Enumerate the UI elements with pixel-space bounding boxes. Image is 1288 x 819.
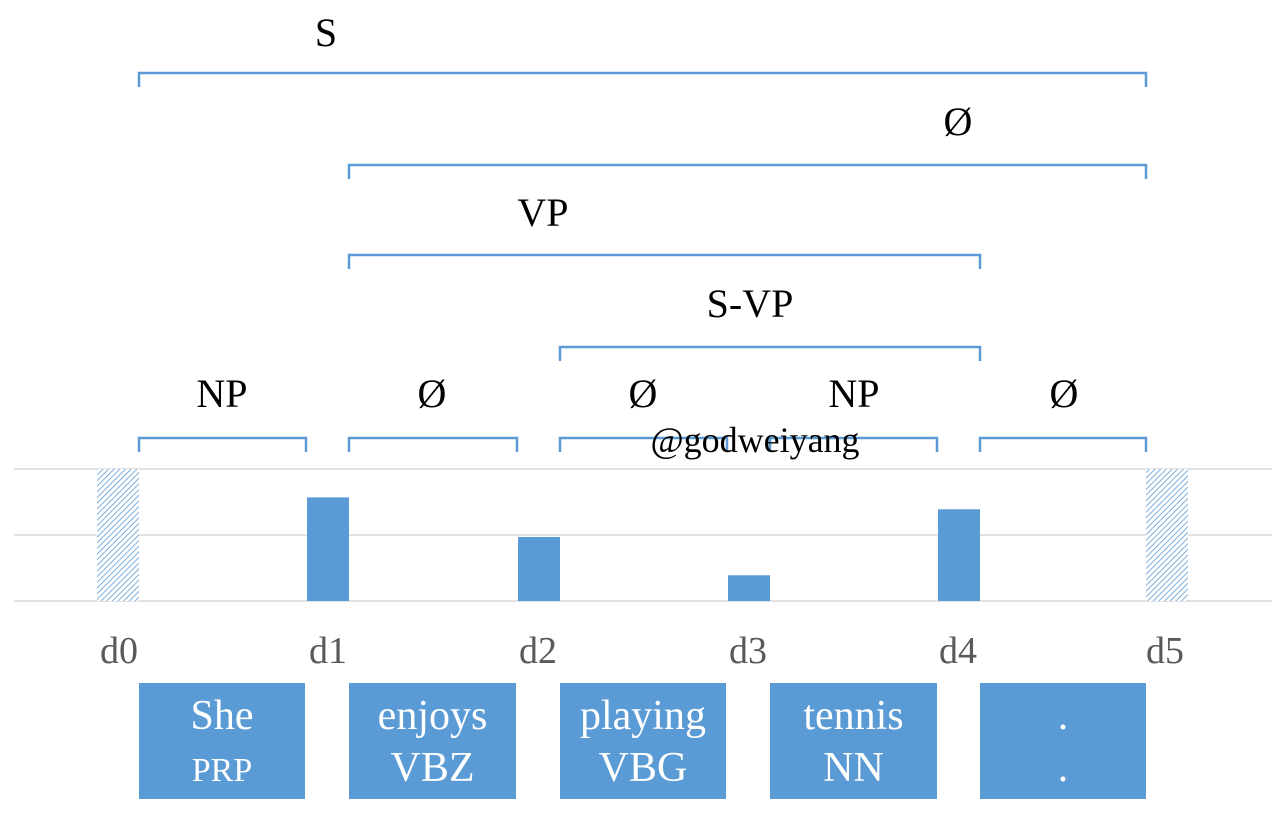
constituent-label: NP	[196, 371, 247, 416]
distance-bar-d3	[728, 575, 770, 601]
token-word: .	[1058, 693, 1069, 739]
distance-bars	[97, 469, 1188, 601]
constituent-bracket	[978, 436, 1148, 452]
constituent-8: Ø	[978, 371, 1148, 452]
constituent-bracket	[347, 163, 1148, 179]
constituent-bracket	[137, 71, 1148, 87]
tick-label-d0: d0	[100, 630, 138, 672]
tick-label-d1: d1	[309, 630, 347, 672]
token-word: playing	[580, 693, 706, 739]
boundary-tick-labels: d0 d1 d2 d3 d4 d5	[100, 630, 1184, 672]
constituent-bracket	[558, 345, 982, 361]
constituent-6: Ø	[558, 371, 729, 452]
constituent-bracket	[137, 436, 308, 452]
constituent-label: VP	[517, 190, 568, 235]
tick-label-d2: d2	[519, 630, 557, 672]
distance-bar-d0	[97, 469, 139, 601]
constituent-0: S	[137, 10, 1148, 87]
constituent-label: Ø	[418, 371, 447, 416]
constituent-label: Ø	[629, 371, 658, 416]
token-box: tennis NN	[770, 683, 937, 799]
constituent-brackets: S Ø VP S-VP NP Ø Ø NP Ø	[137, 10, 1148, 452]
token-tag: NN	[823, 745, 884, 791]
token-boxes: She PRP enjoys VBZ playing VBG tennis NN..	[139, 683, 1146, 799]
constituent-label: Ø	[1050, 371, 1079, 416]
tick-label-d5: d5	[1146, 630, 1184, 672]
constituent-bracket	[768, 436, 939, 452]
token-tag: VBZ	[391, 745, 475, 791]
token-tag: .	[1058, 745, 1069, 791]
constituent-4: NP	[137, 371, 308, 452]
constituent-label: S-VP	[707, 281, 794, 326]
token-word: tennis	[803, 693, 903, 739]
token-tag: PRP	[192, 752, 253, 789]
token-word: enjoys	[378, 693, 488, 739]
token-word: She	[191, 693, 254, 739]
token-tag: VBG	[599, 745, 688, 791]
distance-bar-d5	[1146, 469, 1188, 601]
token-box: playing VBG	[560, 683, 726, 799]
constituent-bracket	[558, 436, 729, 452]
tick-label-d4: d4	[939, 630, 977, 672]
token-box: ..	[980, 683, 1146, 799]
constituent-label: S	[315, 10, 337, 55]
distance-bar-d2	[518, 536, 560, 601]
distance-bar-d4	[938, 509, 980, 601]
constituent-label: Ø	[944, 99, 973, 144]
constituent-1: Ø	[347, 99, 1148, 179]
token-box-background	[770, 683, 937, 799]
distance-bar-d1	[307, 497, 349, 601]
token-box-background	[560, 683, 726, 799]
constituent-bracket	[347, 253, 982, 269]
constituent-2: VP	[347, 190, 982, 269]
tick-label-d3: d3	[729, 630, 767, 672]
constituent-label: NP	[828, 371, 879, 416]
watermark-text: @godweiyang	[650, 420, 859, 460]
constituent-bracket	[347, 436, 519, 452]
constituent-3: S-VP	[558, 281, 982, 361]
token-box: She PRP	[139, 683, 305, 799]
constituent-5: Ø	[347, 371, 519, 452]
token-box: enjoys VBZ	[349, 683, 516, 799]
token-box-background	[139, 683, 305, 799]
chart-gridlines	[14, 468, 1272, 602]
token-box-background	[980, 683, 1146, 799]
constituent-7: NP	[768, 371, 939, 452]
token-box-background	[349, 683, 516, 799]
